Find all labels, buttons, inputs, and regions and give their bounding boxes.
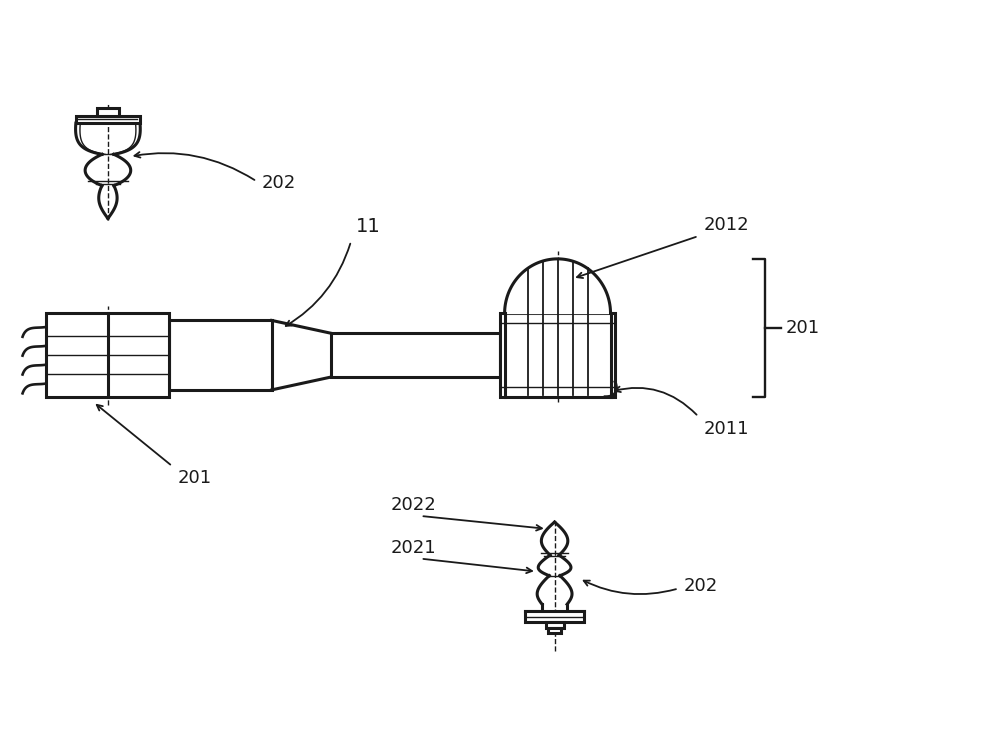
Text: 202: 202: [684, 578, 718, 596]
Bar: [46, 314, 169, 397]
Text: 2021: 2021: [391, 538, 436, 556]
Text: 202: 202: [262, 175, 296, 193]
Bar: [500, 314, 615, 397]
Bar: [548, 628, 561, 633]
Text: 2012: 2012: [703, 216, 749, 234]
Bar: [331, 333, 500, 377]
Text: 201: 201: [786, 319, 820, 337]
Bar: [76, 116, 140, 123]
Text: 2011: 2011: [703, 420, 749, 438]
Bar: [169, 320, 272, 390]
Text: 2022: 2022: [391, 496, 437, 514]
Bar: [97, 108, 119, 116]
Text: 11: 11: [356, 217, 381, 236]
Polygon shape: [505, 259, 611, 314]
Text: 201: 201: [177, 470, 212, 488]
Bar: [525, 610, 584, 622]
Bar: [546, 622, 564, 628]
